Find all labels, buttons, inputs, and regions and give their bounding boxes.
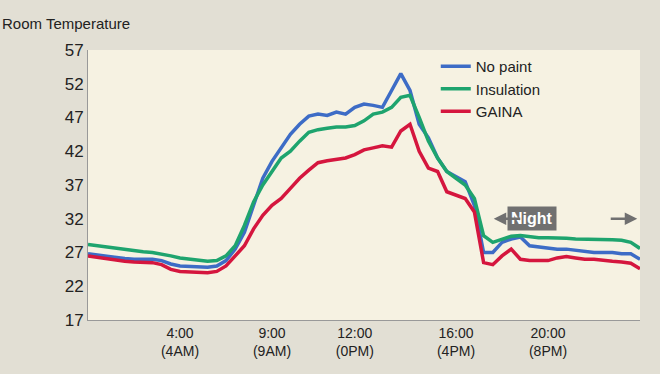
svg-text:12:00(0PM): 12:00(0PM) bbox=[336, 325, 374, 359]
svg-text:32: 32 bbox=[65, 210, 84, 229]
svg-text:52: 52 bbox=[65, 75, 84, 94]
svg-text:4:00(4AM): 4:00(4AM) bbox=[161, 325, 199, 359]
svg-text:47: 47 bbox=[65, 108, 84, 127]
svg-text:27: 27 bbox=[65, 243, 84, 262]
svg-text:17: 17 bbox=[65, 311, 84, 330]
svg-text:22: 22 bbox=[65, 277, 84, 296]
svg-text:Insulation: Insulation bbox=[476, 81, 540, 98]
svg-text:37: 37 bbox=[65, 176, 84, 195]
svg-text:57: 57 bbox=[65, 41, 84, 60]
svg-text:GAINA: GAINA bbox=[476, 103, 523, 120]
svg-text:20:00(8PM): 20:00(8PM) bbox=[529, 325, 567, 359]
svg-text:42: 42 bbox=[65, 142, 84, 161]
svg-text:No paint: No paint bbox=[476, 58, 533, 75]
svg-text:Room Temperature: Room Temperature bbox=[2, 15, 130, 32]
svg-text:Night: Night bbox=[511, 210, 553, 227]
svg-text:9:00(9AM): 9:00(9AM) bbox=[253, 325, 291, 359]
svg-text:16:00(4PM): 16:00(4PM) bbox=[437, 325, 475, 359]
